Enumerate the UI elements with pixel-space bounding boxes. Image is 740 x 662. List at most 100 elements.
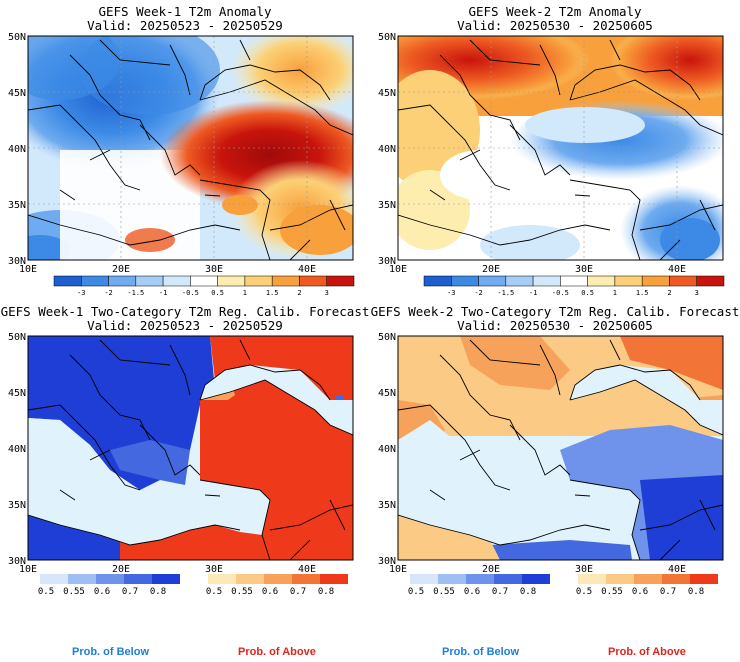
colorbar-box (320, 574, 348, 584)
colorbar-tick-label: -2 (474, 289, 482, 297)
y-axis-ticks: 50N 45N 40N 35N 30N (8, 32, 26, 267)
colorbar-box (669, 275, 697, 287)
colorbar-box (299, 275, 327, 287)
colorbar-box (423, 275, 452, 287)
colorbar-tick-label: 0.5 (408, 587, 424, 597)
chart-title: GEFS Week-1 T2m Anomaly (98, 4, 272, 19)
colorbar-box (410, 574, 438, 584)
colorbar-box (532, 275, 561, 287)
colorbar-box (40, 574, 68, 584)
x-tick-label: 20E (112, 564, 130, 575)
anomaly-colorbar: -3 -2 -1.5 -1 -0.5 0.5 1 1.5 2 3 (53, 275, 355, 297)
colorbar-tick-label: 0.55 (601, 587, 623, 597)
colorbar-box (96, 574, 124, 584)
colorbar-box (292, 574, 320, 584)
x-tick-label: 20E (482, 264, 500, 275)
y-tick-label: 40N (8, 444, 26, 455)
y-tick-label: 35N (8, 500, 26, 511)
y-tick-label: 45N (8, 388, 26, 399)
colorbar-tick-label: 0.55 (231, 587, 253, 597)
x-axis-ticks: 10E 20E 30E 40E (19, 564, 316, 575)
y-tick-label: 30N (378, 556, 396, 567)
y-tick-label: 35N (378, 200, 396, 211)
colorbar-box (578, 574, 606, 584)
colorbar-tick-label: 0.7 (492, 587, 508, 597)
colorbar-tick-label: 0.5 (581, 289, 594, 297)
colorbar-tick-label: -3 (447, 289, 455, 297)
y-tick-label: 40N (378, 144, 396, 155)
chart-title: GEFS Week-1 Two-Category T2m Reg. Calib.… (0, 304, 370, 319)
colorbar-tick-label: 0.5 (576, 587, 592, 597)
colorbar-tick-label: 0.8 (318, 587, 334, 597)
y-tick-label: 45N (378, 88, 396, 99)
coastlines (28, 39, 353, 260)
map-frame (27, 35, 354, 261)
prob-below-colorbar: 0.5 0.55 0.6 0.7 0.8 (38, 574, 180, 597)
colorbar-box (606, 574, 634, 584)
x-tick-label: 40E (298, 264, 316, 275)
colorbar-box (690, 574, 718, 584)
colorbar-box (587, 275, 616, 287)
colorbar-tick-label: -2 (104, 289, 112, 297)
x-tick-label: 30E (205, 264, 223, 275)
x-tick-label: 40E (668, 564, 686, 575)
probability-field (28, 336, 353, 560)
y-tick-label: 30N (8, 556, 26, 567)
prob-below-label: Prob. of Below (72, 646, 149, 658)
colorbar-tick-label: 1.5 (636, 289, 649, 297)
coastlines (28, 339, 353, 560)
panel-week1-probability: GEFS Week-1 Two-Category T2m Reg. Calib.… (0, 300, 370, 600)
map-frame (27, 335, 354, 561)
probability-map-svg: 50N 45N 40N 35N 30N 10E 20E 30E 40E 0.5 0… (378, 332, 724, 597)
x-tick-label: 40E (298, 564, 316, 575)
colorbar-tick-label: 0.8 (520, 587, 536, 597)
y-axis-ticks: 50N 45N 40N 35N 30N (378, 32, 396, 267)
colorbar-box (522, 574, 550, 584)
colorbar-tick-label: 0.5 (38, 587, 54, 597)
x-tick-label: 20E (482, 564, 500, 575)
colorbar-box (208, 574, 236, 584)
colorbar-box (217, 275, 246, 287)
colorbar-box (478, 275, 507, 287)
colorbar-box (271, 275, 300, 287)
chart-title: GEFS Week-2 Two-Category T2m Reg. Calib.… (370, 304, 740, 319)
anomaly-field (28, 36, 353, 260)
colorbar-box (190, 275, 218, 287)
colorbar-box (264, 574, 292, 584)
colorbar-box (81, 275, 109, 287)
colorbar-box (614, 275, 643, 287)
colorbar-tick-label: 1 (243, 289, 247, 297)
panel-week1-anomaly: GEFS Week-1 T2m Anomaly Valid: 20250523 … (0, 0, 370, 300)
anomaly-map-svg: 50N 45N 40N 35N 30N 10E 20E 30E 40E -3 -2… (378, 32, 725, 297)
gridlines (28, 36, 353, 260)
colorbar-box (152, 574, 180, 584)
colorbar-tick-label: 0.5 (206, 587, 222, 597)
colorbar-box (696, 275, 725, 287)
y-tick-label: 40N (378, 444, 396, 455)
colorbar-box (236, 574, 264, 584)
colorbar-box (108, 275, 137, 287)
gridlines (398, 36, 723, 260)
colorbar-tick-label: 0.55 (433, 587, 455, 597)
panel-week2-anomaly: GEFS Week-2 T2m Anomaly Valid: 20250530 … (370, 0, 740, 300)
colorbar-tick-label: 0.6 (94, 587, 110, 597)
colorbar-tick-label: 0.6 (632, 587, 648, 597)
colorbar-tick-label: -1 (529, 289, 537, 297)
colorbar-box (438, 574, 466, 584)
y-tick-label: 50N (378, 332, 396, 343)
y-tick-label: 50N (378, 32, 396, 43)
colorbar-tick-label: 0.7 (290, 587, 306, 597)
colorbar-tick-label: 3 (325, 289, 329, 297)
probability-map-svg: 50N 45N 40N 35N 30N 10E 20E 30E 40E 0.5 0… (8, 332, 354, 597)
colorbar-box (451, 275, 479, 287)
prob-above-label: Prob. of Above (608, 646, 686, 658)
colorbar-tick-label: 0.8 (688, 587, 704, 597)
chart-subtitle: Valid: 20250523 - 20250529 (87, 318, 283, 333)
colorbar-tick-label: 0.6 (464, 587, 480, 597)
chart-title: GEFS Week-2 T2m Anomaly (468, 4, 642, 19)
colorbar-box (162, 275, 191, 287)
colorbar-tick-label: -0.5 (182, 289, 199, 297)
y-axis-ticks: 50N 45N 40N 35N 30N (378, 332, 396, 567)
prob-above-label: Prob. of Above (238, 646, 316, 658)
x-tick-label: 40E (668, 264, 686, 275)
